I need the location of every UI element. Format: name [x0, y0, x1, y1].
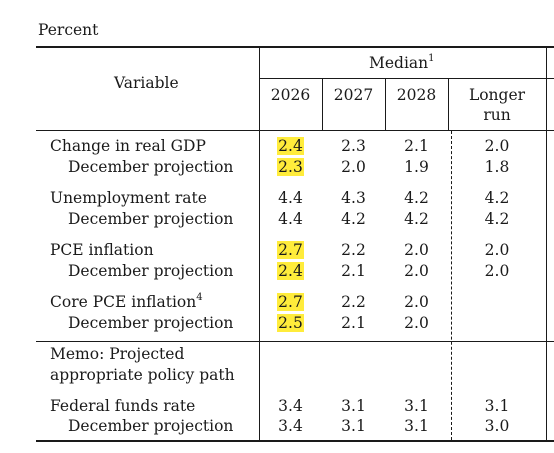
row-label-real-gdp: Change in real GDP	[50, 137, 206, 155]
highlight-mark: 2.7	[277, 241, 304, 259]
row-label-fed-funds: Federal funds rate	[50, 397, 196, 415]
cell-core-dec-2026: 2.5	[259, 314, 322, 332]
cell-pce-2028: 2.0	[404, 241, 429, 259]
row-label-ffr-december: December projection	[68, 417, 234, 435]
memo-label-line2: appropriate policy path	[50, 366, 235, 384]
header-divider-2026	[322, 78, 323, 130]
year-header-2026: 2026	[270, 86, 311, 104]
table-bottom-rule	[36, 440, 554, 442]
cell-unemp-longer-run: 4.2	[484, 189, 510, 207]
row-label-unemployment: Unemployment rate	[50, 189, 207, 207]
cell-pce-dec-longer-run: 2.0	[484, 262, 510, 280]
cell-pce-dec-2027: 2.1	[341, 262, 366, 280]
year-header-2028: 2028	[396, 86, 437, 104]
variable-column-divider	[259, 46, 260, 441]
cell-unemp-dec-2027: 4.2	[341, 210, 366, 228]
cell-gdp-dec-2028: 1.9	[404, 158, 429, 176]
cell-pce-dec-2026: 2.4	[259, 262, 322, 280]
cell-ffr-dec-2026: 3.4	[278, 417, 303, 435]
longer-run-header: Longer	[468, 86, 526, 104]
cell-ffr-dec-2028: 3.1	[404, 417, 429, 435]
cell-gdp-dec-2027: 2.0	[341, 158, 366, 176]
cell-gdp-2027: 2.3	[341, 137, 366, 155]
cell-ffr-dec-longer-run: 3.0	[484, 417, 510, 435]
cell-pce-2027: 2.2	[341, 241, 366, 259]
cell-ffr-2027: 3.1	[341, 397, 366, 415]
cell-unemp-dec-longer-run: 4.2	[484, 210, 510, 228]
cell-ffr-2026: 3.4	[278, 397, 303, 415]
row-label-core-pce: Core PCE inflation4	[50, 291, 203, 311]
longer-run-header-line2: run	[483, 106, 511, 124]
cell-core-dec-2028: 2.0	[404, 314, 429, 332]
median-header: Median1	[369, 52, 435, 72]
row-label-pce-december: December projection	[68, 262, 234, 280]
cell-pce-longer-run: 2.0	[484, 241, 510, 259]
cell-gdp-dec-2026: 2.3	[259, 158, 322, 176]
cell-pce-2026: 2.7	[259, 241, 322, 259]
cell-ffr-dec-2027: 3.1	[341, 417, 366, 435]
cell-unemp-dec-2028: 4.2	[404, 210, 429, 228]
header-divider-2027	[385, 78, 386, 130]
longer-run-dashed-divider	[451, 131, 452, 440]
cell-unemp-dec-2026: 4.4	[278, 210, 303, 228]
year-header-2027: 2027	[333, 86, 374, 104]
row-label-pce-inflation: PCE inflation	[50, 241, 154, 259]
cell-ffr-longer-run: 3.1	[484, 397, 510, 415]
highlight-mark: 2.7	[277, 293, 304, 311]
header-bottom-rule	[36, 130, 554, 131]
median-underline	[259, 78, 554, 79]
memo-rule	[36, 341, 554, 342]
median-footnote-marker: 1	[428, 52, 435, 64]
cell-gdp-dec-longer-run: 1.8	[484, 158, 510, 176]
cell-unemp-2028: 4.2	[404, 189, 429, 207]
cell-unemp-2027: 4.3	[341, 189, 366, 207]
variable-header: Variable	[114, 74, 179, 92]
cell-gdp-longer-run: 2.0	[484, 137, 510, 155]
cell-gdp-2028: 2.1	[404, 137, 429, 155]
right-column-divider	[546, 46, 547, 441]
cell-core-2028: 2.0	[404, 293, 429, 311]
highlight-mark: 2.5	[277, 314, 304, 332]
cell-core-2026: 2.7	[259, 293, 322, 311]
core-pce-footnote-marker: 4	[196, 291, 203, 303]
row-label-gdp-december: December projection	[68, 158, 234, 176]
cell-unemp-2026: 4.4	[278, 189, 303, 207]
memo-label: Memo: Projected	[50, 345, 185, 363]
row-label-core-december: December projection	[68, 314, 234, 332]
cell-ffr-2028: 3.1	[404, 397, 429, 415]
cell-pce-dec-2028: 2.0	[404, 262, 429, 280]
row-label-unemp-december: December projection	[68, 210, 234, 228]
highlight-mark: 2.4	[277, 137, 304, 155]
unit-label: Percent	[38, 21, 99, 39]
cell-core-dec-2027: 2.1	[341, 314, 366, 332]
header-divider-2028	[448, 78, 449, 130]
highlight-mark: 2.4	[277, 262, 304, 280]
cell-core-2027: 2.2	[341, 293, 366, 311]
table-top-rule	[36, 46, 554, 48]
highlight-mark: 2.3	[277, 158, 304, 176]
cell-gdp-2026: 2.4	[259, 137, 322, 155]
